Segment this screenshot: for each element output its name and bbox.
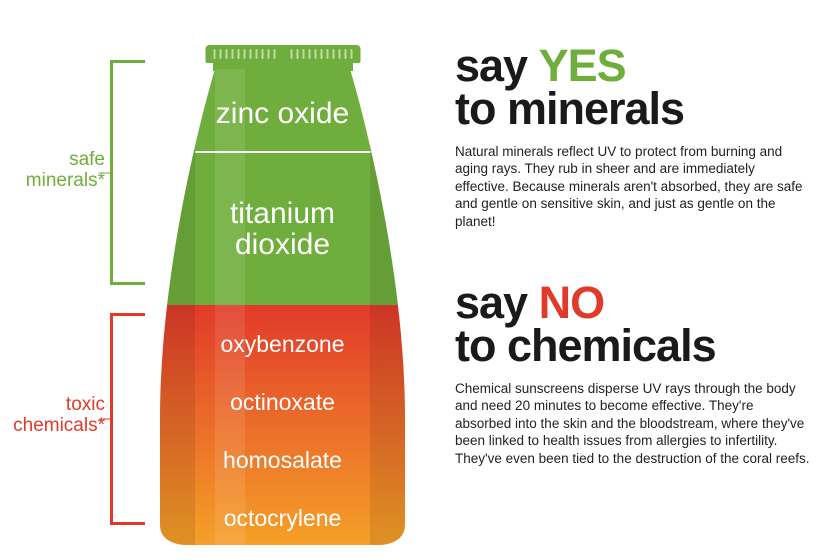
tube-column: safe minerals* toxic chemicals* — [15, 30, 435, 530]
divider-1 — [195, 151, 370, 153]
headline-yes-line2: to minerals — [455, 88, 810, 131]
body-yes: Natural minerals reflect UV to protect f… — [455, 143, 810, 231]
category-label-safe: safe minerals* — [10, 150, 105, 192]
body-no: Chemical sunscreens disperse UV rays thr… — [455, 380, 810, 468]
headline-no-line2: to chemicals — [455, 325, 810, 368]
ingredient-octocrylene: octocrylene — [160, 493, 405, 543]
ingredient-homosalate: homosalate — [160, 435, 405, 485]
headline-yes-line1: say YES — [455, 45, 810, 88]
ingredient-oxybenzone: oxybenzone — [160, 319, 405, 369]
sunscreen-tube: zinc oxide titanium dioxide oxybenzone o… — [160, 45, 405, 545]
section-yes: say YES to minerals Natural minerals ref… — [455, 45, 810, 230]
ingredient-zinc-oxide: zinc oxide — [160, 69, 405, 149]
bracket-toxic — [110, 313, 145, 525]
ingredients-overlay: zinc oxide titanium dioxide oxybenzone o… — [160, 69, 405, 149]
safe-line2: minerals* — [10, 171, 105, 192]
toxic-line1: toxic — [10, 395, 105, 416]
safe-line1: safe — [10, 150, 105, 171]
bracket-safe — [110, 60, 145, 285]
text-column: say YES to minerals Natural minerals ref… — [435, 30, 810, 530]
ingredient-titanium-dioxide: titanium dioxide — [160, 154, 405, 304]
infographic: safe minerals* toxic chemicals* — [0, 0, 840, 560]
ingredient-octinoxate: octinoxate — [160, 377, 405, 427]
category-label-toxic: toxic chemicals* — [10, 395, 105, 437]
headline-no-line1: say NO — [455, 282, 810, 325]
section-no: say NO to chemicals Chemical sunscreens … — [455, 282, 810, 467]
toxic-line2: chemicals* — [10, 416, 105, 437]
